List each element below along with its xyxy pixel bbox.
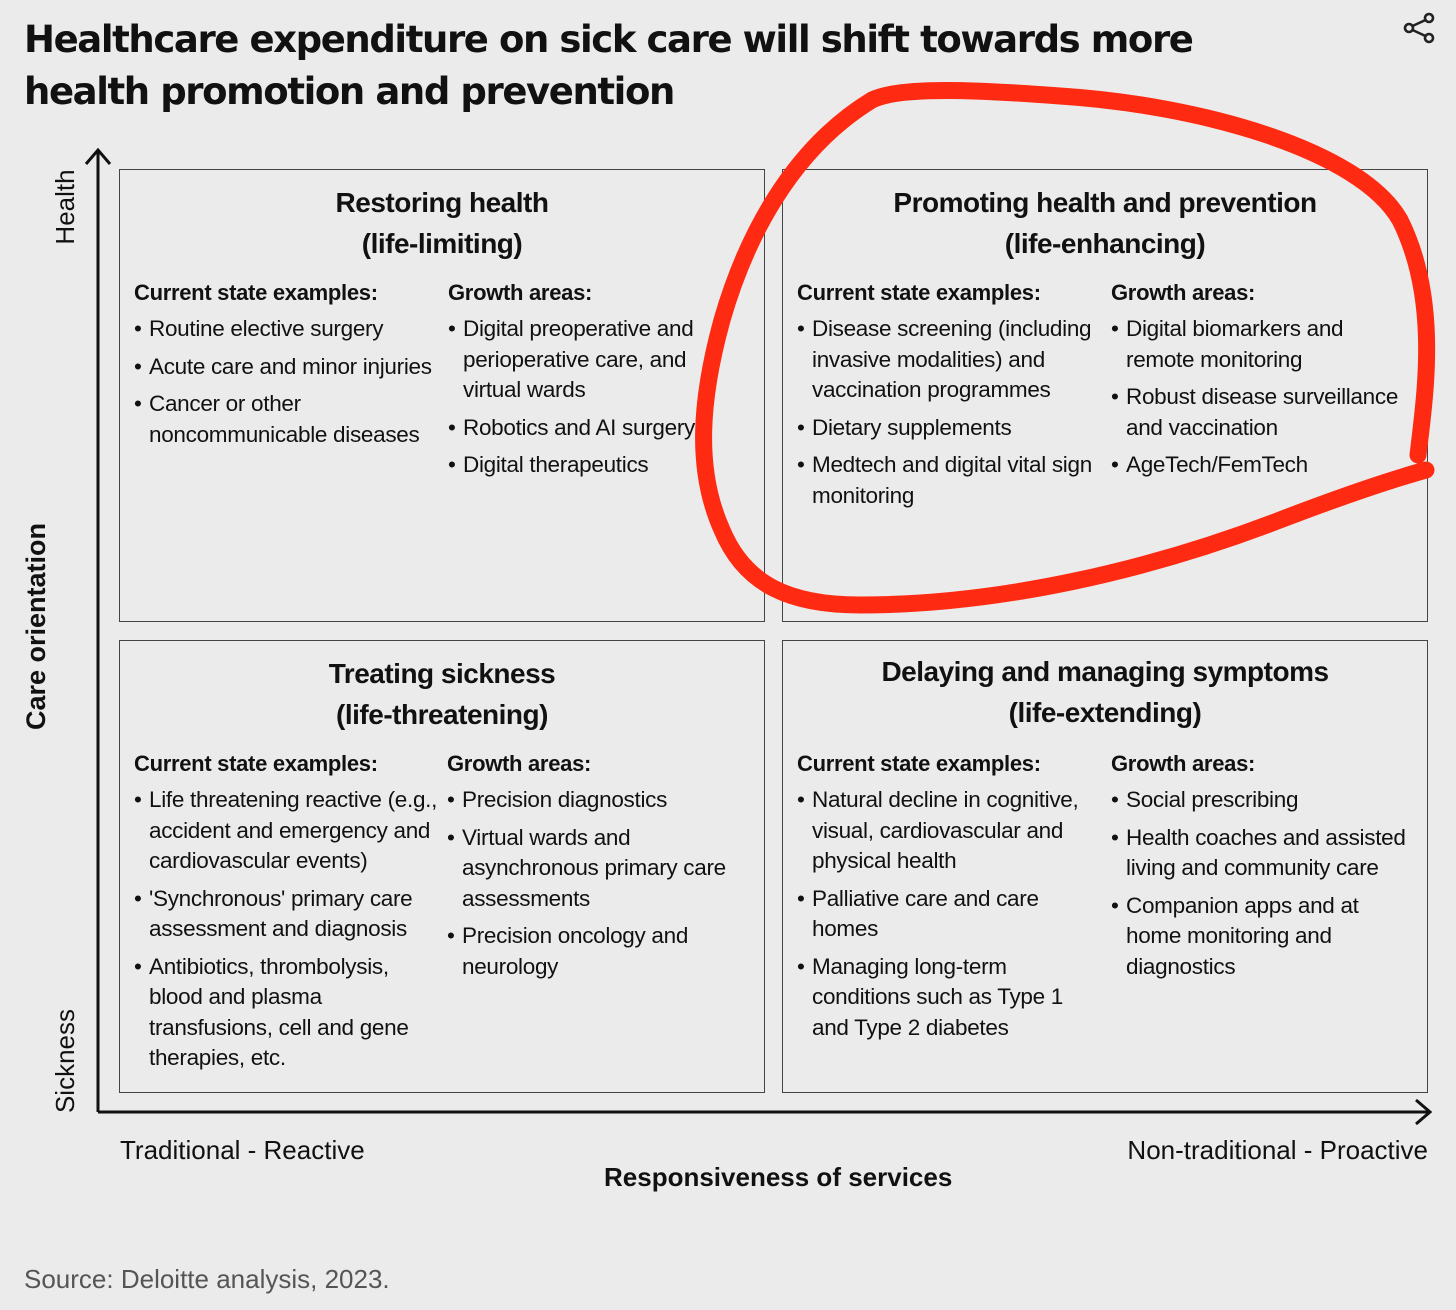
current-state-heading: Current state examples:: [134, 280, 378, 305]
growth-areas-heading: Growth areas:: [448, 280, 593, 305]
quadrant-restoring-health: Restoring health (life-limiting) Current…: [119, 169, 765, 622]
quadrant-title: Delaying and managing symptoms: [881, 656, 1329, 687]
y-axis-top-label: Health: [50, 169, 80, 245]
list-item: Virtual wards and asynchronous primary c…: [447, 823, 752, 915]
growth-areas-column: Growth areas: Digital preoperative and p…: [448, 278, 748, 488]
list-item: Routine elective surgery: [134, 314, 434, 345]
list-item: Cancer or other noncommunicable diseases: [134, 389, 434, 450]
quadrant-subtitle: (life-extending): [1008, 697, 1202, 728]
list-item: AgeTech/FemTech: [1111, 450, 1416, 481]
list-item: Life threatening reactive (e.g., acciden…: [134, 785, 444, 877]
current-state-heading: Current state examples:: [797, 280, 1041, 305]
list-item: Medtech and digital vital sign monitorin…: [797, 450, 1102, 511]
list-item: Dietary supplements: [797, 413, 1102, 444]
list-item: Companion apps and at home monitoring an…: [1111, 891, 1416, 983]
share-icon[interactable]: [1402, 12, 1436, 44]
list-item: Digital preoperative and perioperative c…: [448, 314, 748, 406]
quadrant-promoting-health: Promoting health and prevention (life-en…: [782, 169, 1428, 622]
quadrant-title: Restoring health: [335, 187, 549, 218]
list-item: 'Synchronous' primary care assessment an…: [134, 884, 444, 945]
y-axis-title: Care orientation: [21, 522, 51, 730]
list-item: Digital biomarkers and remote monitoring: [1111, 314, 1416, 375]
x-axis-title: Responsiveness of services: [604, 1162, 953, 1192]
quadrant-subtitle: (life-enhancing): [1004, 228, 1206, 259]
list-item: Acute care and minor injuries: [134, 352, 434, 383]
list-item: Managing long-term conditions such as Ty…: [797, 952, 1097, 1044]
current-state-heading: Current state examples:: [134, 751, 378, 776]
list-item: Natural decline in cognitive, visual, ca…: [797, 785, 1097, 877]
x-axis-right-label: Non-traditional - Proactive: [1127, 1135, 1428, 1165]
list-item: Digital therapeutics: [448, 450, 748, 481]
list-item: Social prescribing: [1111, 785, 1416, 816]
growth-areas-column: Growth areas: Social prescribing Health …: [1111, 749, 1416, 989]
growth-areas-column: Growth areas: Precision diagnostics Virt…: [447, 749, 752, 989]
quadrant-treating-sickness: Treating sickness (life-threatening) Cur…: [119, 640, 765, 1093]
list-item: Disease screening (including invasive mo…: [797, 314, 1102, 406]
list-item: Precision diagnostics: [447, 785, 752, 816]
y-axis-arrowhead: [84, 147, 112, 165]
growth-areas-heading: Growth areas:: [1111, 751, 1256, 776]
quadrant-subtitle: (life-threatening): [336, 699, 548, 730]
list-item: Palliative care and care homes: [797, 884, 1097, 945]
page-title: Healthcare expenditure on sick care will…: [24, 18, 1194, 113]
quadrant-title: Promoting health and prevention: [893, 187, 1317, 218]
growth-areas-column: Growth areas: Digital biomarkers and rem…: [1111, 278, 1416, 488]
current-state-column: Current state examples: Disease screenin…: [797, 278, 1102, 518]
quadrant-title: Treating sickness: [328, 658, 556, 689]
current-state-heading: Current state examples:: [797, 751, 1041, 776]
quadrant-subtitle: (life-limiting): [361, 228, 523, 259]
list-item: Robust disease surveillance and vaccinat…: [1111, 382, 1416, 443]
y-axis-bottom-label: Sickness: [50, 1008, 80, 1114]
quadrant-delaying-symptoms: Delaying and managing symptoms (life-ext…: [782, 640, 1428, 1093]
list-item: Robotics and AI surgery: [448, 413, 748, 444]
list-item: Antibiotics, thrombolysis, blood and pla…: [134, 952, 444, 1074]
x-axis-arrowhead: [1415, 1098, 1433, 1126]
current-state-column: Current state examples: Natural decline …: [797, 749, 1097, 1050]
x-axis-left-label: Traditional - Reactive: [120, 1135, 365, 1165]
list-item: Precision oncology and neurology: [447, 921, 752, 982]
list-item: Health coaches and assisted living and c…: [1111, 823, 1416, 884]
current-state-column: Current state examples: Life threatening…: [134, 749, 444, 1081]
source-note: Source: Deloitte analysis, 2023.: [24, 1264, 390, 1294]
current-state-column: Current state examples: Routine elective…: [134, 278, 434, 457]
growth-areas-heading: Growth areas:: [1111, 280, 1256, 305]
growth-areas-heading: Growth areas:: [447, 751, 592, 776]
